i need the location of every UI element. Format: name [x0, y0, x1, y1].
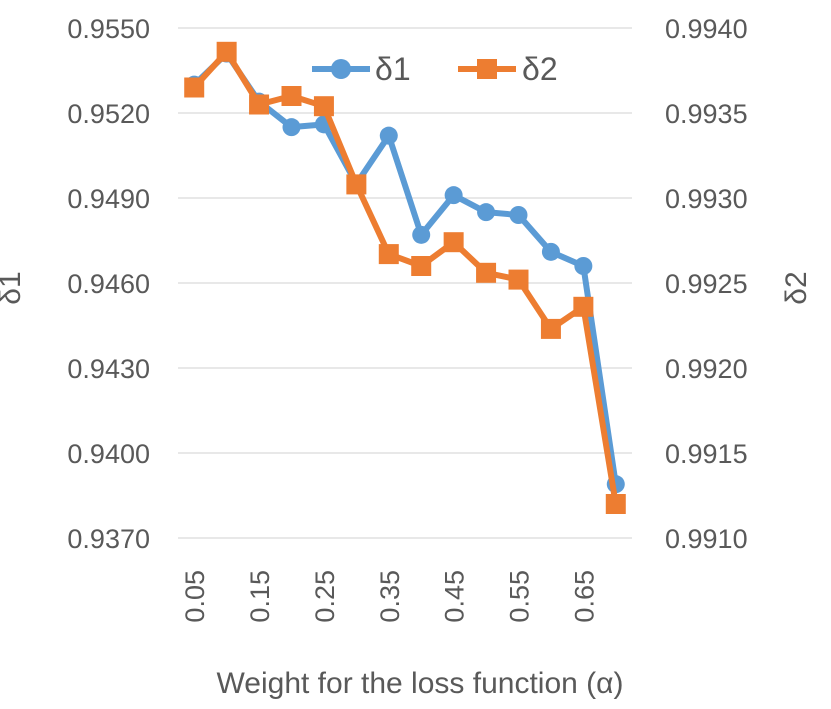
data-point: [476, 262, 497, 283]
y-tick-label: 0.9520: [67, 99, 150, 129]
data-point: [605, 494, 626, 514]
data-point: [379, 126, 398, 145]
data-point: [346, 174, 367, 195]
data-point: [184, 77, 205, 98]
x-tick-label: 0.05: [180, 570, 210, 623]
left-axis-ticks: 0.9370 0.9400 0.9430 0.9460 0.9490 0.9520 0.95…: [67, 14, 150, 554]
x-tick-label: 0.25: [310, 570, 340, 623]
legend-marker-d2: [477, 59, 497, 79]
y2-tick-label: 0.9910: [665, 524, 748, 554]
data-point: [477, 203, 496, 222]
legend-label-d1: δ1: [375, 51, 411, 87]
x-axis-ticks: 0.05 0.15 0.25 0.35 0.45 0.55 0.65: [180, 570, 599, 623]
data-point: [444, 186, 463, 205]
data-point: [249, 94, 270, 115]
data-point: [411, 256, 432, 276]
x-tick-label: 0.55: [505, 570, 535, 623]
legend-marker-d1: [331, 59, 351, 79]
data-point: [541, 242, 560, 261]
data-point: [509, 206, 528, 224]
y-axis-title: δ1: [0, 271, 27, 304]
y-tick-label: 0.9400: [67, 439, 150, 469]
series-line-1: [191, 50, 619, 488]
data-point: [282, 118, 301, 137]
x-tick-label: 0.45: [440, 570, 470, 623]
y2-tick-label: 0.9915: [665, 439, 748, 469]
y-tick-label: 0.9430: [67, 354, 150, 384]
data-point: [313, 96, 334, 117]
series-line-2: [191, 48, 619, 507]
data-point: [281, 86, 302, 106]
x-tick-label: 0.35: [375, 570, 405, 623]
gridlines: [178, 27, 632, 539]
data-point: [540, 318, 561, 339]
x-tick-label: 0.65: [569, 570, 599, 623]
y-tick-label: 0.9370: [67, 524, 150, 554]
data-point: [573, 296, 594, 317]
y2-tick-label: 0.9940: [665, 14, 748, 44]
y2-axis-title: δ2: [780, 271, 813, 304]
data-point: [216, 41, 237, 62]
y-tick-label: 0.9550: [67, 14, 150, 44]
y-tick-label: 0.9460: [67, 269, 150, 299]
series-layer: [184, 41, 626, 514]
y2-tick-label: 0.9925: [665, 269, 748, 299]
data-point: [508, 269, 529, 290]
data-point: [378, 244, 399, 265]
y2-tick-label: 0.9920: [665, 354, 748, 384]
legend-label-d2: δ2: [522, 51, 558, 87]
y2-tick-label: 0.9930: [665, 184, 748, 214]
x-axis-title: Weight for the loss function (α): [217, 667, 624, 700]
data-point: [574, 257, 593, 275]
data-point: [412, 225, 431, 244]
series-2: [184, 41, 626, 514]
right-axis-ticks: 0.9910 0.9915 0.9920 0.9925 0.9930 0.9935 0.99…: [665, 14, 748, 554]
data-point: [443, 232, 464, 253]
x-tick-label: 0.15: [245, 570, 275, 623]
y-tick-label: 0.9490: [67, 184, 150, 214]
legend: δ1 δ2: [312, 51, 558, 87]
y2-tick-label: 0.9935: [665, 99, 748, 129]
